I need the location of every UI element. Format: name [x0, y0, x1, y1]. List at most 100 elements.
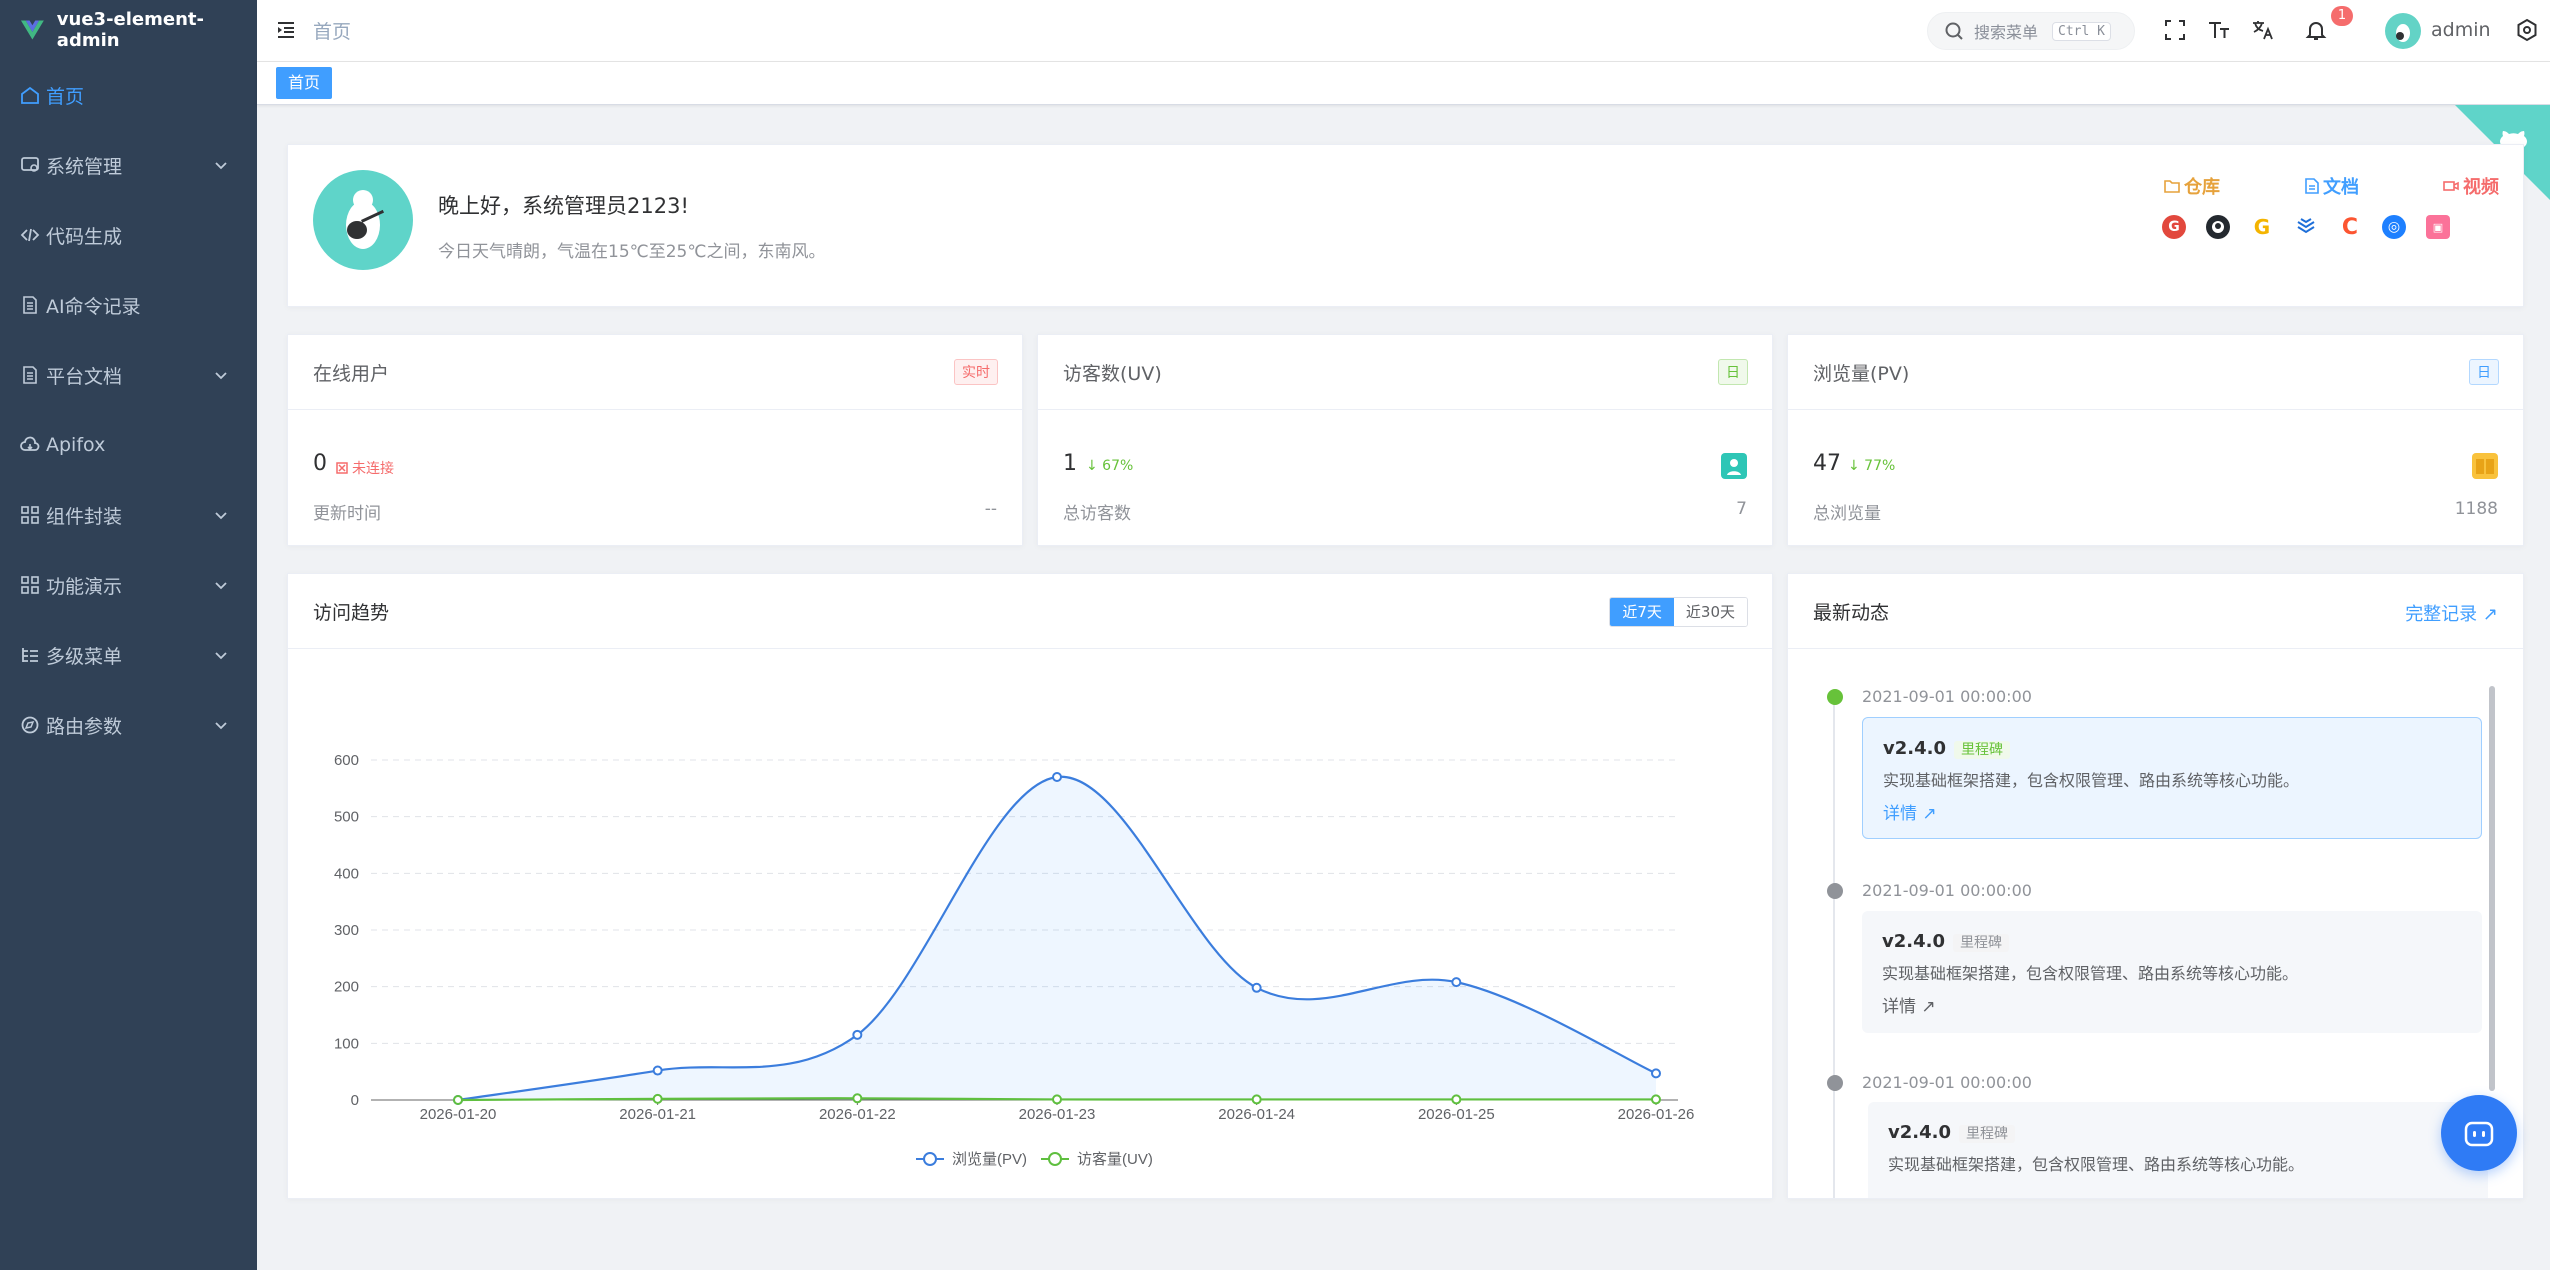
legend-label: 访客量(UV): [1077, 1151, 1153, 1168]
full-log-link[interactable]: 完整记录 ↗: [2405, 604, 2498, 625]
data-point: [1451, 1094, 1462, 1105]
detail-link-label: 详情: [1882, 997, 1916, 1017]
chevron-down-icon: [215, 652, 227, 660]
robot-icon: [2464, 1121, 2494, 1147]
menu-search[interactable]: 搜索菜单 Ctrl K: [1927, 12, 2135, 50]
realtime-badge: 实时: [954, 359, 998, 385]
grid-icon: [21, 506, 39, 524]
sidebar-item-label: 代码生成: [46, 225, 123, 248]
language-icon[interactable]: [2251, 18, 2275, 42]
timeline-desc: 实现基础框架搭建，包含权限管理、路由系统等核心功能。: [1883, 771, 2300, 790]
video-link[interactable]: 视频: [2443, 173, 2499, 199]
gitee-icon[interactable]: G: [2162, 215, 2186, 239]
sidebar-item[interactable]: 功能演示: [0, 550, 257, 620]
sidebar-item[interactable]: 组件封装: [0, 480, 257, 550]
logo[interactable]: vue3-element-admin: [0, 0, 257, 60]
sidebar-item-label: 系统管理: [46, 155, 123, 178]
sidebar-item[interactable]: 路由参数: [0, 690, 257, 760]
sidebar-item[interactable]: 代码生成: [0, 200, 257, 270]
settings-icon[interactable]: [2515, 18, 2539, 42]
repo-link[interactable]: 仓库: [2164, 173, 2220, 199]
csdn-icon[interactable]: C: [2338, 215, 2362, 240]
milestone-tag: 里程碑: [1952, 934, 2009, 952]
timeline-dot: [1827, 883, 1843, 899]
video-link-label: 视频: [2463, 177, 2499, 198]
data-point: [652, 1093, 663, 1104]
x-tick-label: 2026-01-26: [1618, 1106, 1695, 1123]
sidebar-item[interactable]: 首页: [0, 60, 257, 130]
sidebar-item[interactable]: 多级菜单: [0, 620, 257, 690]
avatar-image: [346, 190, 385, 249]
timeline-desc: 实现基础框架搭建，包含权限管理、路由系统等核心功能。: [1882, 964, 2299, 983]
uv-change: ↓ 67%: [1086, 458, 1134, 474]
bilibili-icon[interactable]: ▣: [2426, 215, 2450, 239]
fullscreen-icon[interactable]: [2163, 18, 2187, 42]
data-point: [1651, 1094, 1661, 1105]
x-tick-label: 2026-01-22: [819, 1106, 896, 1123]
timeline-time: 2021-09-01 00:00:00: [1862, 687, 2032, 706]
x-tick-label: 2026-01-23: [1019, 1106, 1096, 1123]
username[interactable]: admin: [2431, 19, 2491, 41]
repo-link-label: 仓库: [2184, 177, 2220, 198]
data-point: [852, 1029, 863, 1040]
activity-card: 最新动态 完整记录 ↗ 2021-09-01 00:00:00 v2.4.0 里程…: [1787, 573, 2524, 1199]
divider: [288, 409, 1022, 410]
system-icon: [21, 157, 39, 172]
data-point: [1651, 1068, 1661, 1079]
hamburger-icon[interactable]: [275, 19, 297, 41]
search-shortcut: Ctrl K: [2052, 21, 2111, 41]
legend-label: 浏览量(PV): [952, 1151, 1027, 1168]
layers-glyph-icon: [2297, 218, 2315, 234]
data-point: [1251, 1094, 1262, 1105]
grid-icon: [21, 576, 39, 594]
docs-link[interactable]: 文档: [2305, 173, 2359, 199]
divider: [1788, 648, 2523, 649]
vue-logo-icon: [20, 20, 44, 40]
stat-title: 访客数(UV): [1063, 363, 1162, 385]
y-tick-label: 600: [334, 752, 359, 769]
layers-icon[interactable]: [2294, 215, 2318, 239]
sidebar-item[interactable]: AI命令记录: [0, 270, 257, 340]
tag-home[interactable]: 首页: [276, 67, 333, 99]
font-size-icon[interactable]: [2207, 18, 2231, 42]
google-icon[interactable]: G: [2250, 215, 2274, 239]
github-icon[interactable]: [2206, 215, 2230, 239]
total-visitors-value: 7: [1736, 499, 1747, 519]
timeline-item: v2.4.0 里程碑 实现基础框架搭建，包含权限管理、路由系统等核心功能。 详情 …: [1862, 717, 2482, 839]
pv-change: ↓ 77%: [1848, 458, 1896, 474]
sidebar-item[interactable]: Apifox: [0, 410, 257, 480]
range-toggle: 近7天 近30天: [1609, 597, 1748, 627]
sidebar-item-label: Apifox: [46, 434, 106, 456]
avatar[interactable]: [2385, 13, 2421, 49]
y-tick-label: 500: [334, 809, 359, 826]
detail-link[interactable]: 详情 ↗: [1883, 804, 1937, 824]
timeline-dot: [1827, 689, 1843, 705]
sidebar-item[interactable]: 系统管理: [0, 130, 257, 200]
day-badge: 日: [1718, 359, 1748, 385]
trend-chart: 0 100 200 300 400 500 600 2026-01-20 2026-01-21 2…: [334, 752, 1695, 1168]
data-point: [1052, 1094, 1062, 1105]
cloud-icon: [20, 436, 40, 451]
document-icon: [23, 296, 37, 314]
total-pv-value: 1188: [2454, 499, 2498, 519]
connection-status-label: 未连接: [352, 461, 394, 477]
timeline-item: v2.4.0 里程碑 实现基础框架搭建，包含权限管理、路由系统等核心功能。 详情 …: [1862, 911, 2482, 1033]
juejin-icon[interactable]: ◎: [2382, 215, 2406, 239]
chevron-down-icon: [215, 722, 227, 730]
milestone-tag: 里程碑: [1953, 741, 2010, 759]
app-title: vue3-element-admin: [56, 9, 204, 51]
detail-link[interactable]: 详情 ↗: [1882, 997, 1936, 1017]
scrollbar[interactable]: [2489, 686, 2495, 1091]
bell-icon[interactable]: [2304, 18, 2328, 42]
version-label: v2.4.0: [1883, 738, 1946, 759]
range-30-days[interactable]: 近30天: [1673, 598, 1747, 626]
version-label: v2.4.0: [1882, 931, 1945, 952]
visitor-glyph-icon: [1727, 459, 1741, 475]
header: 首页 搜索菜单 Ctrl K 1 admin: [257, 0, 2550, 62]
range-7-days[interactable]: 近7天: [1610, 598, 1674, 626]
total-pv-label: 总浏览量: [1813, 504, 1881, 524]
sidebar-item[interactable]: 平台文档: [0, 340, 257, 410]
ai-assistant-button[interactable]: [2441, 1095, 2517, 1171]
chevron-down-icon: [215, 162, 227, 170]
chevron-down-icon: [215, 372, 227, 380]
